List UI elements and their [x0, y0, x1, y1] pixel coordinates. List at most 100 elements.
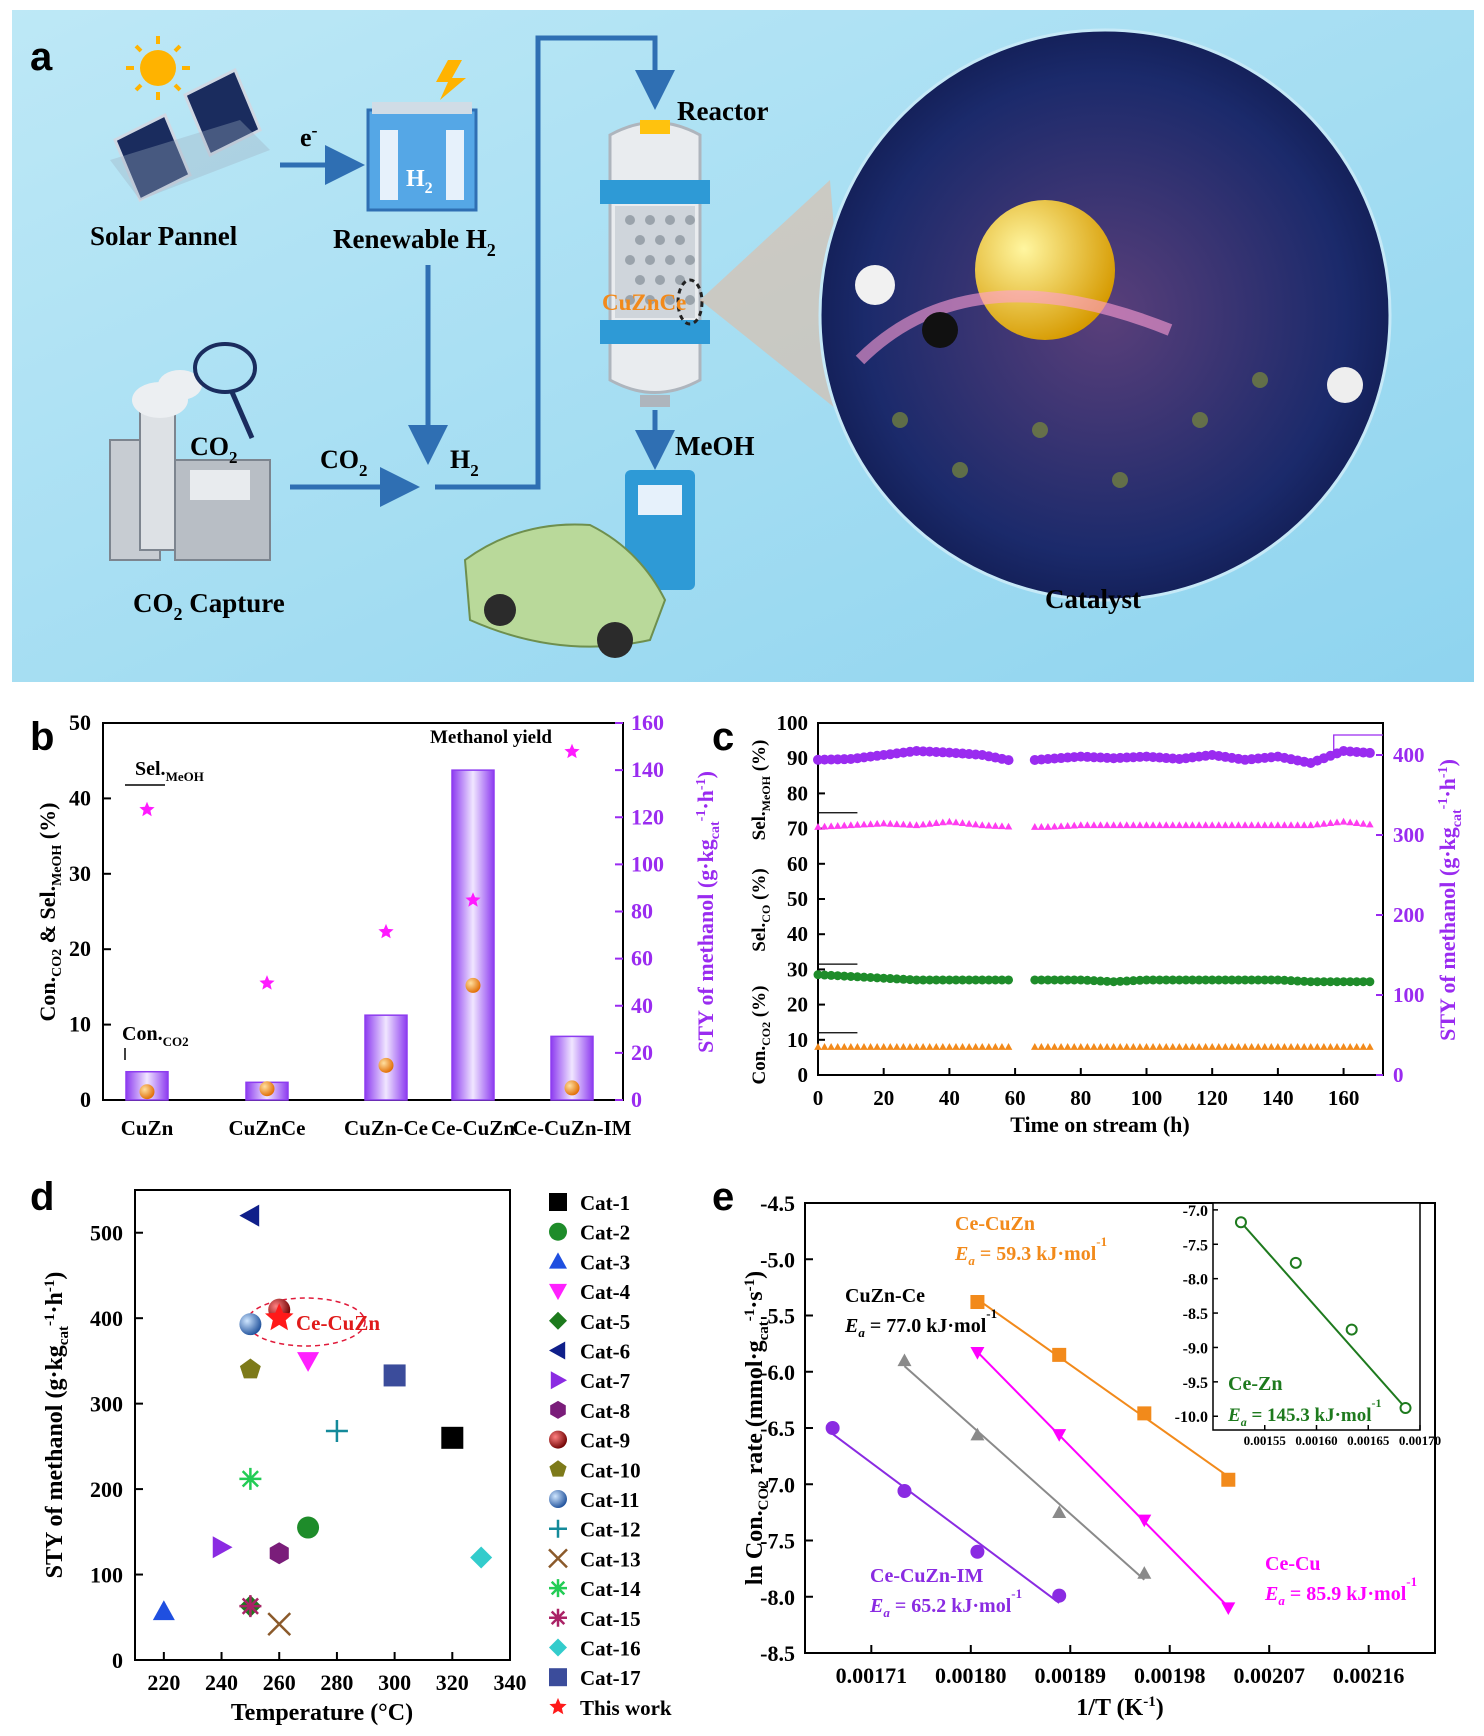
e-point-cuzn-ce — [970, 1427, 985, 1441]
c-series-point — [859, 972, 869, 982]
e-inset-point — [1345, 1323, 1358, 1336]
c-series-point — [1090, 1043, 1098, 1050]
c-series-point — [1300, 1043, 1308, 1050]
c-series-point — [1313, 820, 1322, 828]
panel-d-ylabel: STY of methanol (g·kgcat-1·h-1) — [42, 1272, 72, 1579]
e-label-cuzn-ce: CuZn-Ce — [845, 1285, 925, 1307]
d-y-tick-label: 100 — [90, 1563, 123, 1588]
c-series-point — [1320, 819, 1328, 827]
c-series-point — [925, 1043, 934, 1050]
c-series-point — [1280, 821, 1289, 829]
c-series-point — [1004, 822, 1013, 830]
c-x-tick-label: 60 — [1005, 1086, 1026, 1110]
e-ea-ce-cuzn-im: Ea = 65.2 kJ·mol-1 — [869, 1586, 1022, 1620]
b-left-tick-label: 30 — [69, 861, 91, 886]
c-series-point — [1287, 1043, 1295, 1050]
c-series-point — [1201, 821, 1210, 829]
c-series-point — [1136, 1043, 1144, 1050]
c-series-point — [1175, 821, 1184, 829]
c-series-point — [1207, 975, 1217, 985]
e-fit-ce-cuzn — [976, 1298, 1229, 1478]
c-left-tick-label: 0 — [798, 1063, 809, 1087]
c-series-point — [1109, 977, 1119, 987]
c-series-point — [1096, 976, 1105, 986]
b-category-label: CuZn-Ce — [344, 1116, 428, 1140]
c-series-point — [912, 1043, 921, 1050]
e-x-tick-label: 0.00189 — [1035, 1663, 1107, 1688]
c-x-tick-label: 20 — [873, 1086, 894, 1110]
b-right-tick-label: 100 — [631, 851, 664, 876]
c-series-point — [1003, 755, 1014, 766]
c-series-point — [971, 1043, 980, 1050]
c-series-point — [1201, 1043, 1210, 1050]
panel-b-left-axis: 0 10 20 30 40 50 — [69, 710, 111, 1112]
solar-label: Solar Pannel — [90, 221, 238, 251]
c-series-point — [820, 822, 829, 830]
c-series-point — [1359, 1043, 1368, 1050]
c-series-point — [813, 970, 823, 980]
c-series-point — [1293, 821, 1302, 829]
c-series-point — [1195, 821, 1203, 829]
c-series-point — [945, 817, 954, 825]
c-series-point — [905, 975, 915, 985]
fuel-pump-icon — [625, 470, 695, 590]
c-right-tick-label: 0 — [1393, 1063, 1404, 1087]
c-series-point — [1044, 823, 1052, 830]
c-series-point — [860, 820, 868, 828]
c-series-point — [1273, 975, 1283, 985]
e-inset-y-tick-label: -7.5 — [1183, 1237, 1208, 1254]
c-left-tick-label: 90 — [787, 746, 808, 770]
e-point-ce-cuzn — [1052, 1347, 1067, 1362]
c-series-point — [971, 820, 980, 828]
e-inset-label: Ce-Zn — [1228, 1373, 1282, 1395]
b-right-tick-label: 0 — [631, 1087, 642, 1112]
c-series-point — [1287, 821, 1295, 829]
e-point-ce-cu — [970, 1347, 985, 1360]
c-series-point — [1366, 820, 1374, 828]
c-series-point — [1070, 1043, 1079, 1050]
c-series-point — [893, 1043, 901, 1050]
d-point-cat-1 — [441, 1426, 464, 1449]
arrow-to-reactor — [435, 35, 675, 490]
b-left-tick-label: 10 — [69, 1012, 91, 1037]
b-right-tick-label: 40 — [631, 993, 653, 1018]
e-y-tick-label: -5.5 — [760, 1304, 795, 1329]
e-point-ce-cuzn-im — [897, 1484, 912, 1498]
c-left-tick-label: 100 — [777, 711, 809, 735]
c-series-point — [1208, 1043, 1216, 1050]
d-y-tick-label: 500 — [90, 1221, 123, 1246]
b-con-co2-point — [465, 977, 481, 993]
c-series-point — [1320, 1043, 1328, 1050]
d-y-tick-label: 400 — [90, 1306, 123, 1331]
e-y-tick-label: -4.5 — [760, 1191, 795, 1216]
annot-methanol-yield: Methanol yield — [430, 727, 552, 748]
panel-c-right-ylabel: STY of methanol (g·kgcat-1·h-1) — [1435, 759, 1465, 1041]
c-series-point — [1076, 975, 1086, 985]
c-series-point — [840, 821, 849, 829]
e-inset-y-tick-label: -9.5 — [1183, 1375, 1208, 1392]
e-inset-y-tick-label: -8.0 — [1183, 1272, 1208, 1289]
c-series-point — [984, 975, 994, 985]
c-series-point — [944, 975, 954, 985]
c-series-point — [1274, 1043, 1282, 1050]
panel-b-right-axis: 0 20 40 60 80 100 120 140 160 — [615, 710, 664, 1112]
c-series-point — [1339, 1043, 1348, 1050]
b-sel-meoh-point — [564, 743, 580, 759]
d-legend-marker — [549, 1668, 567, 1687]
c-series-point — [1122, 821, 1131, 829]
c-series-point — [1056, 975, 1066, 985]
c-series-point — [1201, 975, 1211, 985]
panel-c-label-selmeoh: Sel.MeOH (%) — [749, 740, 773, 841]
c-series-point — [1115, 976, 1125, 986]
c-left-tick-label: 80 — [787, 781, 808, 805]
c-series-point — [892, 974, 902, 984]
c-series-point — [1109, 1043, 1118, 1050]
c-series-point — [1221, 821, 1230, 829]
d-legend-label: Cat-13 — [580, 1547, 641, 1571]
c-series-point — [1090, 821, 1098, 829]
b-sel-meoh-point — [259, 975, 275, 990]
e-inset-fit — [1240, 1221, 1407, 1409]
electrolyzer-icon — [366, 60, 478, 212]
b-con-co2-point — [378, 1057, 394, 1073]
